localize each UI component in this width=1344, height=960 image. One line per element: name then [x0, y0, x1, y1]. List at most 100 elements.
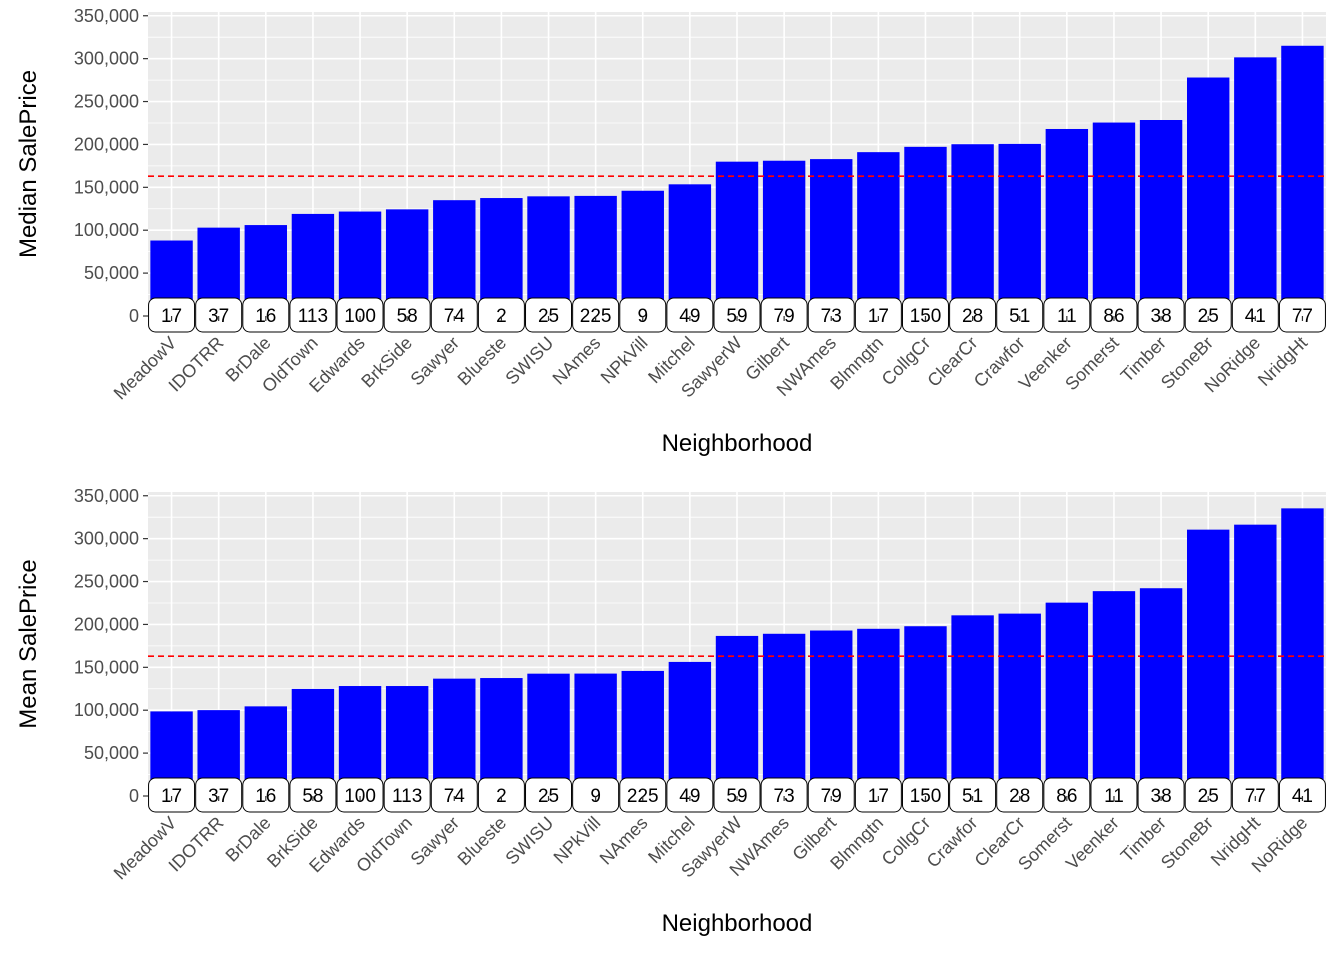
count-label: 225: [619, 777, 667, 813]
count-label: 28: [996, 777, 1044, 813]
x-tick-label: Blmngtn: [826, 333, 887, 394]
count-label: 74: [430, 297, 478, 333]
bar-NPkVill: [574, 673, 617, 796]
count-label-box: [996, 297, 1044, 333]
y-tick-label: 0: [129, 786, 139, 806]
x-tick-label: NPkVill: [550, 813, 605, 868]
x-tick-label: Crawfor: [923, 813, 982, 872]
bar-Blueste: [480, 678, 523, 796]
count-label: 16: [242, 777, 290, 813]
count-label-box: [242, 297, 290, 333]
y-tick-label: 300,000: [74, 529, 139, 549]
count-label: 58: [383, 297, 431, 333]
count-label-box: [666, 777, 714, 813]
count-label-box: [383, 297, 431, 333]
count-label-box: [1184, 777, 1232, 813]
count-label-box: [148, 777, 196, 813]
y-tick-label: 100,000: [74, 700, 139, 720]
x-tick-label: CollgCr: [878, 333, 935, 390]
count-label-box: [619, 297, 667, 333]
count-label: 73: [760, 777, 808, 813]
y-tick-label: 350,000: [74, 6, 139, 26]
y-tick-label: 250,000: [74, 92, 139, 112]
count-label-box: [901, 777, 949, 813]
bar-Mitchel: [668, 661, 712, 796]
count-label: 113: [383, 777, 431, 813]
bar-NWAmes: [762, 633, 806, 796]
y-tick-label: 300,000: [74, 49, 139, 69]
count-label: 28: [949, 297, 997, 333]
x-tick-label: NAmes: [549, 333, 605, 389]
bar-Veenker: [1045, 128, 1089, 316]
count-label: 113: [289, 297, 337, 333]
bar-Crawfor: [998, 143, 1041, 316]
y-tick-label: 50,000: [84, 743, 139, 763]
bar-Timber: [1139, 588, 1183, 796]
count-label-box: [1278, 777, 1326, 813]
y-tick-label: 200,000: [74, 614, 139, 634]
bar-Blmngtn: [857, 628, 900, 796]
bar-Crawfor: [951, 615, 994, 796]
count-label-box: [854, 777, 902, 813]
y-tick-label: 50,000: [84, 263, 139, 283]
count-label: 86: [1090, 297, 1138, 333]
count-label-box: [1184, 297, 1232, 333]
count-label-box: [1231, 777, 1279, 813]
count-label-box: [807, 297, 855, 333]
count-label-box: [195, 297, 243, 333]
bar-ClearCr: [998, 613, 1041, 796]
count-label-box: [430, 297, 478, 333]
x-tick-label: ClearCr: [923, 333, 981, 391]
x-tick-label: Veenker: [1062, 813, 1123, 874]
count-label: 150: [901, 777, 949, 813]
bar-Sawyer: [433, 200, 476, 316]
count-label: 100: [336, 777, 384, 813]
bar-CollgCr: [904, 146, 947, 316]
count-label-box: [289, 777, 337, 813]
x-tick-label: SWISU: [501, 333, 557, 389]
y-tick-label: 350,000: [74, 486, 139, 506]
x-tick-label: Blueste: [454, 333, 511, 390]
count-label-box: [1137, 777, 1185, 813]
count-label: 37: [195, 297, 243, 333]
count-label: 2: [477, 297, 525, 333]
bar-SawyerW: [715, 635, 759, 796]
x-tick-label: Blmngtn: [826, 813, 887, 874]
count-label: 41: [1278, 777, 1326, 813]
count-label-box: [336, 777, 384, 813]
x-axis-title: Neighborhood: [662, 910, 813, 937]
count-label: 225: [572, 297, 620, 333]
count-label: 16: [242, 297, 290, 333]
bar-SawyerW: [715, 161, 759, 316]
count-label-box: [195, 777, 243, 813]
count-label-box: [760, 777, 808, 813]
bar-SWISU: [527, 673, 570, 796]
x-tick-label: StoneBr: [1157, 813, 1217, 873]
bar-Gilbert: [762, 160, 806, 316]
bar-ClearCr: [951, 144, 994, 316]
count-label-box: [148, 297, 196, 333]
count-label: 77: [1231, 777, 1279, 813]
count-label-box: [619, 777, 667, 813]
bar-Sawyer: [433, 678, 476, 796]
y-tick-label: 250,000: [74, 572, 139, 592]
y-tick-label: 200,000: [74, 134, 139, 154]
bar-NWAmes: [810, 159, 853, 316]
y-tick-label: 150,000: [74, 657, 139, 677]
y-tick-label: 0: [129, 306, 139, 326]
x-tick-label: MeadowV: [110, 813, 181, 884]
count-label-box: [1278, 297, 1326, 333]
x-tick-label: Sawyer: [407, 333, 464, 390]
count-label-box: [477, 297, 525, 333]
count-label: 11: [1043, 297, 1091, 333]
y-axis-title: Median SalePrice: [15, 70, 42, 258]
count-label-box: [949, 777, 997, 813]
count-label-box: [854, 297, 902, 333]
count-label: 86: [1043, 777, 1091, 813]
bar-Somerst: [1092, 122, 1136, 316]
count-label: 25: [1184, 777, 1232, 813]
count-label: 79: [807, 777, 855, 813]
count-label: 25: [1184, 297, 1232, 333]
count-label: 74: [430, 777, 478, 813]
count-label-box: [760, 297, 808, 333]
